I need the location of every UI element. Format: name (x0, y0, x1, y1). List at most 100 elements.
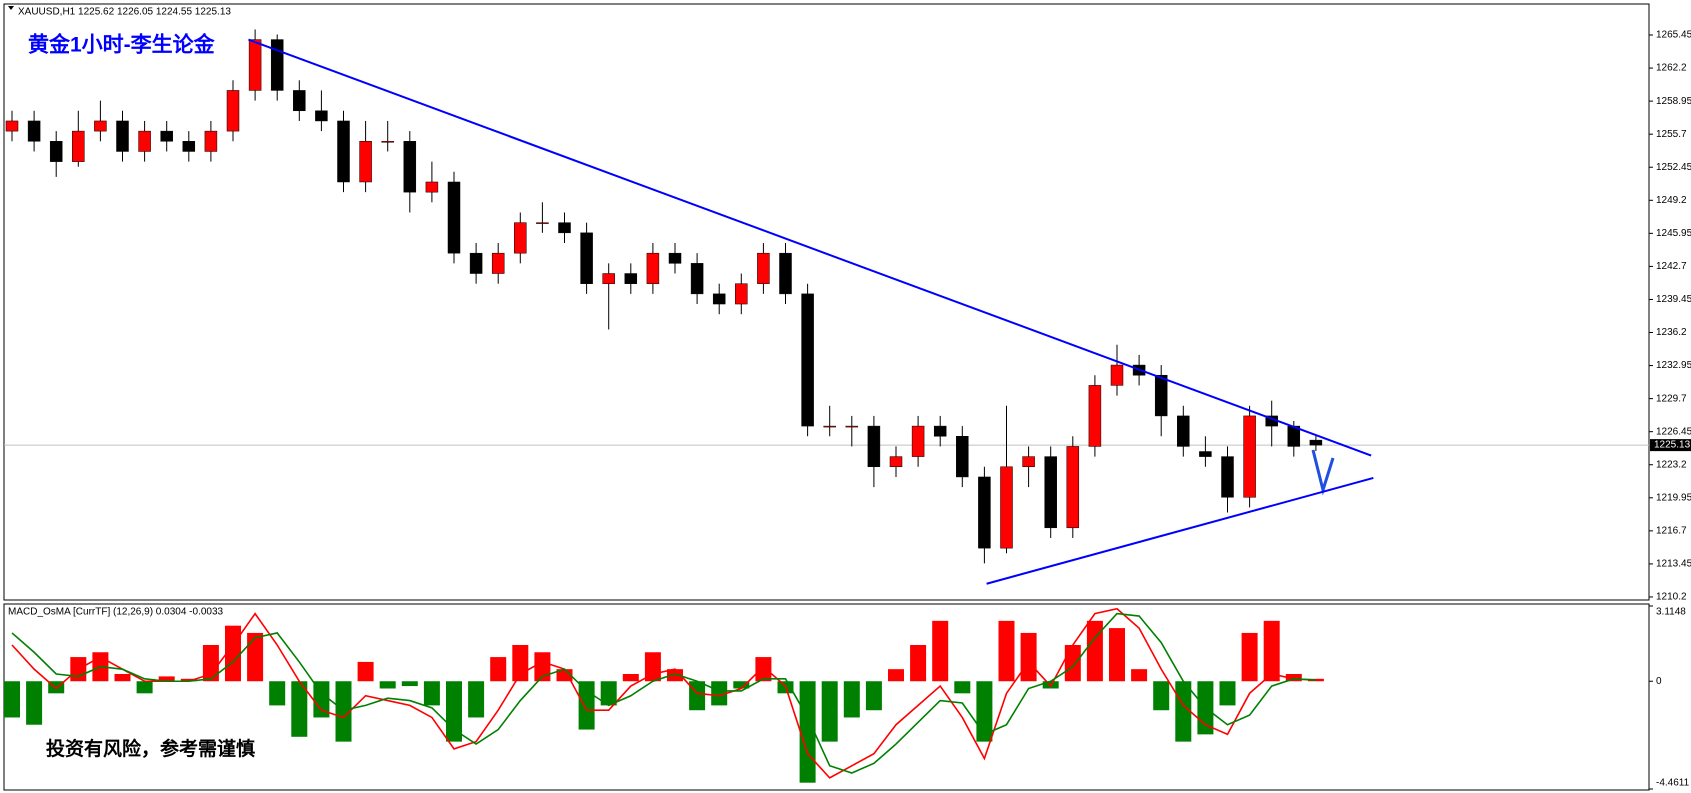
histogram-bar (910, 645, 927, 682)
candle-body (624, 273, 638, 284)
candle-body (381, 141, 394, 143)
trendline (248, 38, 1372, 457)
indicator-title: MACD_OsMA [CurrTF] (12,26,9) 0.0304 -0.0… (8, 607, 224, 618)
histogram-bar (534, 652, 551, 682)
histogram-bar (401, 681, 418, 687)
histogram-bar (821, 681, 838, 742)
y-tick-label: 1258.95 (1656, 96, 1691, 107)
histogram-bar (600, 681, 617, 706)
histogram-bar (357, 661, 374, 682)
candle-body (204, 130, 218, 152)
candle-body (116, 120, 129, 152)
histogram-bar (733, 681, 750, 689)
candle-body (1154, 374, 1168, 417)
y-tick-label: 1226.45 (1656, 426, 1691, 437)
candle-body (315, 110, 328, 122)
risk-note: 投资有风险，参考需谨慎 (46, 737, 255, 760)
candle-body (956, 436, 969, 478)
candle-body (668, 252, 682, 264)
trendline (986, 476, 1374, 585)
candle-body (580, 232, 593, 284)
histogram-bar (843, 681, 860, 718)
current-price-box (1650, 439, 1691, 452)
candle-body (337, 120, 350, 183)
arrow-annotation (1311, 449, 1335, 496)
y-tick-label: 1245.95 (1656, 228, 1691, 239)
candle-body (359, 141, 372, 183)
candle-body (646, 252, 660, 284)
candle-body (823, 425, 836, 428)
candle-body (1022, 456, 1035, 468)
candle-body (735, 283, 748, 305)
histogram-bar (1241, 632, 1258, 682)
histogram-bar (644, 652, 661, 682)
candle-body (1000, 466, 1013, 549)
histogram-bar (1086, 620, 1103, 682)
histogram-bar (755, 657, 772, 682)
candle-body (27, 120, 41, 142)
candle-body (978, 476, 991, 549)
y-tick-label: 1236.2 (1656, 327, 1687, 338)
candle-body (248, 39, 262, 91)
histogram-bar (1153, 681, 1170, 711)
y-tick-label: 1210.2 (1656, 592, 1687, 603)
histogram-bar (269, 681, 286, 706)
histogram-bar (202, 645, 219, 682)
candle-body (558, 222, 571, 234)
candle-body (469, 252, 483, 274)
candle-body (160, 130, 173, 142)
candle-body (1309, 439, 1323, 446)
histogram-bar (998, 620, 1015, 682)
candle-body (514, 222, 527, 254)
histogram-bar (622, 673, 639, 682)
y-tick-label: 1262.2 (1656, 63, 1687, 74)
histogram-bar (136, 681, 153, 694)
candle-body (1066, 446, 1080, 529)
candle-body (801, 293, 814, 427)
candle-body (690, 263, 704, 295)
candle-body (94, 120, 107, 132)
candle-body (226, 90, 240, 132)
histogram-bar (291, 681, 308, 737)
candle-body (1044, 456, 1057, 529)
histogram-bar (1020, 632, 1037, 682)
menu-arrow[interactable] (8, 6, 14, 10)
histogram-bar (667, 669, 683, 682)
y-tick-label: 1216.7 (1656, 525, 1687, 536)
histogram-bar (689, 681, 706, 711)
candle-body (72, 130, 85, 162)
candle-body (1221, 456, 1234, 498)
candle-body (1199, 451, 1212, 457)
histogram-bar (865, 681, 882, 711)
indicator-y-tick-label: 3.1148 (1656, 607, 1686, 618)
indicator-y-tick-label: -4.4611 (1656, 778, 1690, 789)
histogram-bar (932, 620, 949, 682)
histogram-bar (490, 657, 507, 682)
candle-body (491, 252, 505, 274)
histogram-bar (313, 681, 330, 718)
histogram-bar (379, 681, 396, 689)
candle-body (845, 425, 859, 428)
chart-title: 黄金1小时-李生论金 (28, 33, 216, 57)
indicator-y-tick-label: 0 (1656, 676, 1662, 687)
candle-body (536, 222, 549, 224)
y-tick-label: 1229.7 (1656, 393, 1687, 404)
histogram-bar (1285, 673, 1302, 682)
candle-body (182, 141, 196, 152)
price-panel (3, 3, 1650, 601)
y-tick-label: 1265.45 (1656, 30, 1691, 41)
histogram-bar (954, 681, 971, 694)
histogram-bar (26, 681, 43, 725)
histogram-bar (1064, 645, 1081, 682)
indicator-line (11, 612, 1316, 774)
histogram-bar (4, 681, 20, 718)
histogram-bar (1219, 681, 1236, 706)
candle-body (1177, 415, 1190, 447)
y-tick-label: 1252.45 (1656, 162, 1691, 173)
y-tick-label: 1239.45 (1656, 294, 1691, 305)
histogram-bar (180, 678, 197, 682)
histogram-bar (423, 681, 440, 706)
candle-body (1088, 385, 1102, 447)
histogram-bar (888, 669, 904, 682)
candle-body (5, 120, 19, 132)
